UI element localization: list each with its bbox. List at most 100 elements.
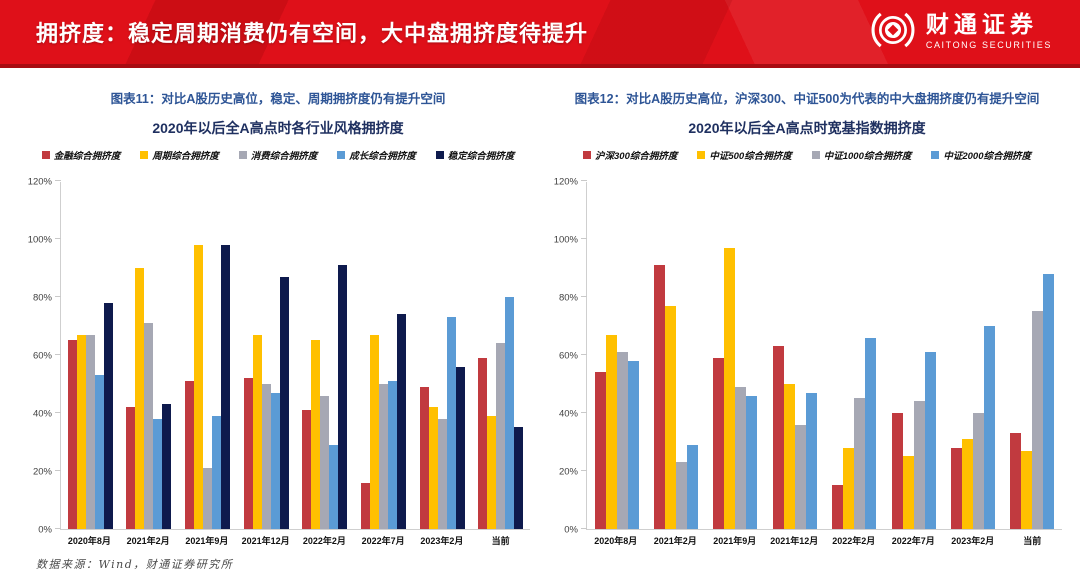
- bar-group: [646, 182, 705, 529]
- x-axis-category-label: 2021年12月: [770, 536, 819, 546]
- bar: [419, 387, 429, 529]
- bar: [428, 407, 438, 529]
- y-axis-right: 0% 20% 40% 60% 80% 100% 120%: [548, 177, 584, 536]
- legend-label: 周期综合拥挤度: [152, 151, 219, 162]
- legend-label: 金融综合拥挤度: [53, 151, 121, 162]
- bar: [1021, 451, 1033, 529]
- chart-legend-right: 沪深300综合拥挤度 中证500综合拥挤度 中证1000综合拥挤度 中证2000综合拥…: [548, 148, 1066, 162]
- bar: [212, 416, 222, 529]
- legend-swatch-icon: [238, 151, 247, 159]
- legend-label: 消费综合拥挤度: [250, 151, 318, 162]
- bar: [302, 410, 312, 529]
- bar: [185, 381, 195, 529]
- bar: [505, 297, 515, 529]
- bar: [961, 439, 973, 529]
- bar: [369, 335, 379, 529]
- legend-swatch-icon: [583, 151, 591, 159]
- legend-swatch-icon: [41, 151, 50, 159]
- data-source-note: 数据来源：Wind，财通证券研究所: [36, 558, 234, 571]
- legend-item: 消费综合拥挤度: [238, 148, 318, 162]
- y-axis-tick-mark: [581, 180, 587, 181]
- y-axis-tick-label: 60%: [558, 350, 578, 362]
- chart-title-right: 2020年以后全A高点时宽基指数拥挤度: [688, 120, 926, 136]
- bar: [437, 419, 447, 529]
- bar: [983, 326, 995, 529]
- legend-swatch-icon: [140, 151, 149, 159]
- brand-name-en: CAITONG SECURITIES: [925, 39, 1052, 50]
- legend-item: 沪深300综合拥挤度: [583, 148, 677, 162]
- x-axis-category-label: 2022年2月: [302, 536, 346, 546]
- bar: [270, 393, 280, 529]
- x-axis-category-label: 当前: [491, 536, 510, 546]
- bar-group: [825, 182, 884, 529]
- y-axis-tick-mark: [55, 412, 61, 413]
- x-axis-category-label: 2020年8月: [594, 536, 638, 546]
- bar: [329, 445, 339, 529]
- bar: [724, 248, 736, 529]
- bar: [162, 404, 172, 529]
- bar: [478, 358, 488, 529]
- bar: [103, 303, 113, 529]
- y-axis-left: 0% 20% 40% 60% 80% 100% 120%: [22, 177, 58, 536]
- bar-group: [354, 182, 413, 529]
- bar: [85, 335, 95, 529]
- bar: [805, 393, 817, 529]
- bar: [378, 384, 388, 529]
- bar-group: [178, 182, 237, 529]
- x-axis-category-label: 2021年9月: [713, 536, 757, 546]
- y-axis-tick-label: 40%: [558, 408, 578, 420]
- bar: [153, 419, 163, 529]
- x-axis-category-label: 2023年2月: [951, 536, 995, 546]
- bar-plot-left: [55, 180, 530, 530]
- bar: [676, 462, 688, 529]
- chart-title-left: 2020年以后全A高点时各行业风格拥挤度: [152, 120, 404, 136]
- bar: [514, 427, 524, 529]
- bar: [261, 384, 271, 529]
- bar: [865, 338, 877, 529]
- bar-group: [61, 182, 120, 529]
- figure-caption-11: 图表11：对比A股历史高位，稳定、周期拥挤度仍有提升空间: [110, 92, 446, 106]
- bar-group: [943, 182, 1002, 529]
- bar: [252, 335, 262, 529]
- bar-group: [1003, 182, 1062, 529]
- figure-caption-12: 图表12：对比A股历史高位，沪深300、中证500为代表的中大盘拥挤度仍有提升空…: [574, 92, 1040, 106]
- bar-group: [765, 182, 824, 529]
- y-axis-tick-mark: [581, 238, 587, 239]
- y-axis-tick-mark: [581, 296, 587, 297]
- bar: [616, 352, 628, 529]
- bar: [735, 387, 747, 529]
- legend-item: 中证1000综合拥挤度: [811, 148, 912, 162]
- legend-label: 中证1000综合拥挤度: [823, 151, 912, 162]
- y-axis-tick-label: 0%: [38, 524, 52, 536]
- y-axis-tick-mark: [55, 470, 61, 471]
- bar: [843, 448, 855, 529]
- bar: [455, 367, 465, 529]
- bar: [203, 468, 213, 529]
- x-axis-category-label: 2021年9月: [185, 536, 229, 546]
- bar: [126, 407, 136, 529]
- bar: [713, 358, 725, 529]
- legend-label: 中证2000综合拥挤度: [943, 151, 1031, 162]
- y-axis-tick-mark: [581, 354, 587, 355]
- bar: [144, 323, 154, 529]
- bar-group: [706, 182, 765, 529]
- x-axis-category-label: 当前: [1023, 536, 1042, 546]
- y-axis-tick-label: 120%: [27, 176, 52, 188]
- y-axis-tick-label: 80%: [558, 292, 578, 304]
- x-axis-category-label: 2023年2月: [420, 536, 464, 546]
- bar: [627, 361, 639, 529]
- y-axis-tick-mark: [581, 528, 587, 529]
- bar: [243, 378, 253, 529]
- bar: [783, 384, 795, 529]
- y-axis-tick-mark: [55, 296, 61, 297]
- bar: [487, 416, 497, 529]
- x-axis-category-label: 2021年12月: [241, 536, 290, 546]
- bar: [320, 396, 330, 529]
- legend-item: 金融综合拥挤度: [41, 148, 121, 162]
- page-title: 拥挤度：稳定周期消费仍有空间，大中盘拥挤度待提升: [36, 21, 589, 46]
- bar: [396, 314, 406, 529]
- bar-group: [120, 182, 179, 529]
- legend-item: 周期综合拥挤度: [140, 148, 219, 162]
- legend-label: 稳定综合拥挤度: [447, 151, 515, 162]
